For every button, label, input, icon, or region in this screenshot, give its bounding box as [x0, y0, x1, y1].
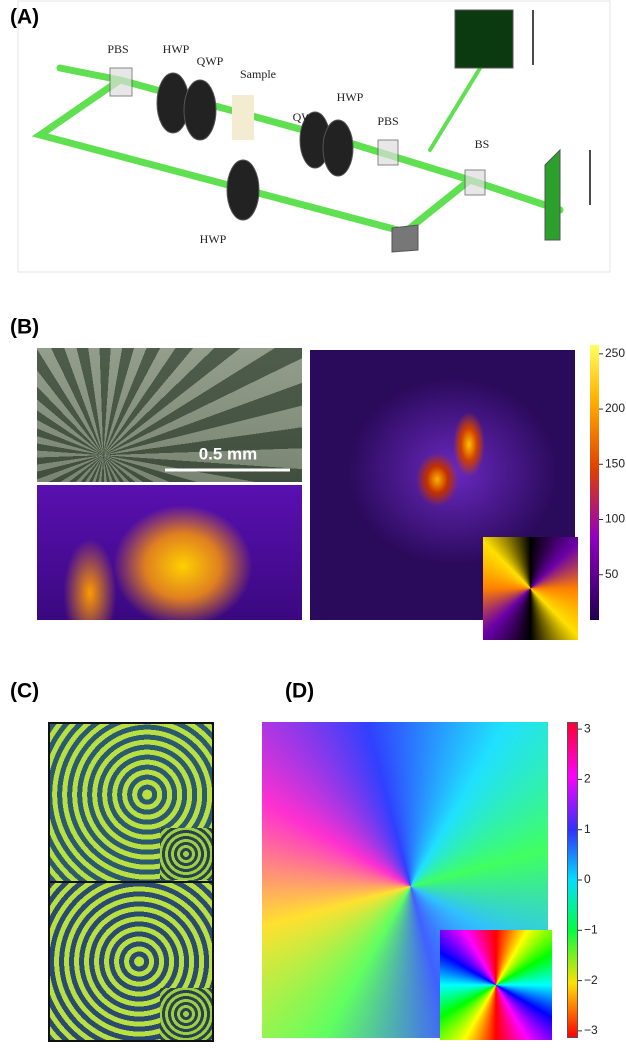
page: {"panels": { "A": {"label": "(A)", "comp… — [0, 0, 626, 1061]
panel-label: (A) — [10, 6, 39, 29]
colorbar-tick-label: −3 — [584, 1023, 598, 1037]
component-label: QWP — [197, 54, 224, 68]
colorbar-tick-label: 50 — [605, 567, 619, 581]
component-label: HWP — [200, 232, 227, 246]
colorbar-tick-label: 1 — [584, 822, 591, 836]
colorbar-tick-label: −2 — [584, 973, 598, 987]
colorbar-tick-label: 3 — [584, 721, 591, 735]
colorbar-tick-label: 250 — [605, 346, 625, 360]
component-label: Sample — [240, 67, 276, 81]
figure: (A) (B) (C) (D) 0.5 mm PBS HWP QWP Sample QW… — [0, 0, 626, 1061]
component-label: QWP — [293, 110, 320, 124]
scale-bar-label: 0.5 mm — [199, 444, 258, 463]
panel-label: (C) — [10, 680, 39, 703]
colorbar-tick-label: 100 — [605, 512, 625, 526]
arrows — [533, 10, 590, 205]
colorbar-tick-label: 2 — [584, 772, 591, 786]
component-label: PBS — [107, 42, 128, 56]
component-label: PBS — [377, 114, 398, 128]
colorbar-tick-label: 150 — [605, 456, 625, 470]
component-label: HWP — [163, 42, 190, 56]
panel-label: (D) — [285, 680, 314, 703]
component-label: HWP — [337, 90, 364, 104]
colorbar-tick-label: 200 — [605, 401, 625, 415]
colorbar-tick-label: 0 — [584, 872, 591, 886]
colorbar-tick-label: −1 — [584, 922, 598, 936]
panel-label: (B) — [10, 316, 39, 339]
component-label: BS — [475, 137, 490, 151]
